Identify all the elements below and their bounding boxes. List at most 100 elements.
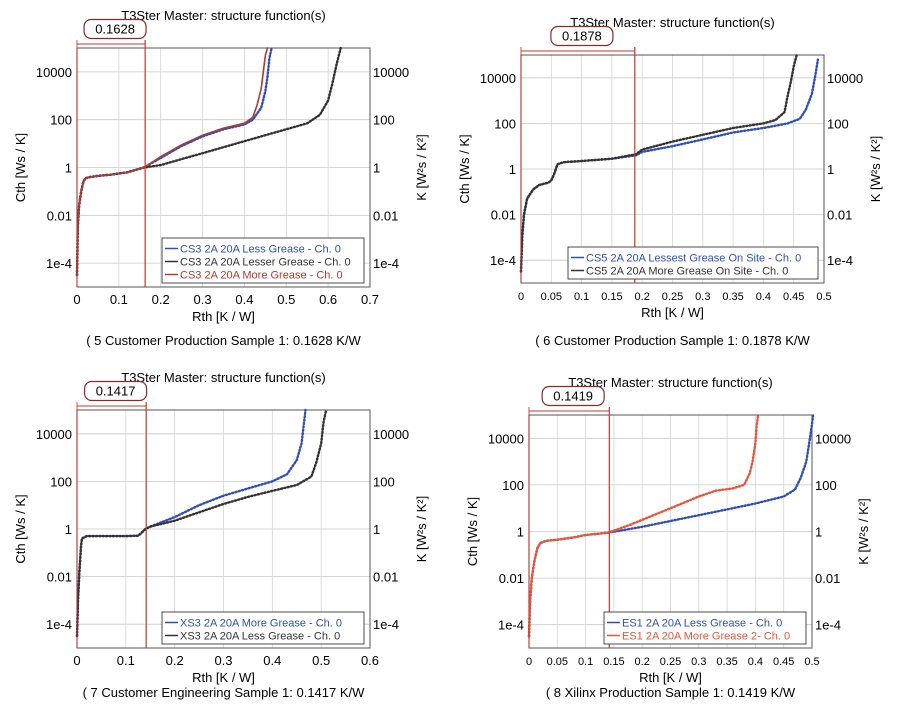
y-right-axis-label: K [W²s / K²] xyxy=(856,498,871,564)
y-right-tick-label: 10000 xyxy=(373,65,409,80)
chart-caption: ( 6 Customer Production Sample 1: 0.1878… xyxy=(535,333,810,348)
x-tick-label: 0.45 xyxy=(773,656,794,668)
y-right-tick-label: 1e-4 xyxy=(373,617,399,632)
series-line-3 xyxy=(76,47,269,276)
x-tick-label: 0.3 xyxy=(214,653,232,668)
y-right-tick-label: 100 xyxy=(827,116,849,131)
series-line-1 xyxy=(527,413,815,638)
y-axis-label: Cth [Ws / K] xyxy=(13,494,28,563)
x-tick-label: 0.5 xyxy=(277,292,295,307)
x-axis-label: Rth [K / W] xyxy=(192,309,255,324)
y-axis-label: Cth [Ws / K] xyxy=(457,134,472,203)
y-tick-label: 0.01 xyxy=(47,208,72,223)
y-right-tick-label: 100 xyxy=(373,474,395,489)
x-tick-label: 0.05 xyxy=(541,291,562,303)
x-tick-label: 0.1 xyxy=(574,291,589,303)
x-tick-label: 0.2 xyxy=(635,291,650,303)
chart-title: T3Ster Master: structure function(s) xyxy=(568,375,772,390)
y-tick-label: 1 xyxy=(65,522,72,537)
y-right-tick-label: 0.01 xyxy=(827,208,852,223)
x-tick-label: 0.5 xyxy=(804,656,819,668)
y-tick-label: 1e-4 xyxy=(46,256,72,271)
x-tick-label: 0.2 xyxy=(166,653,184,668)
series-line-1 xyxy=(75,408,307,638)
rth-marker-badge xyxy=(83,380,148,402)
x-tick-label: 0.05 xyxy=(547,656,568,668)
x-tick-label: 0.15 xyxy=(603,656,624,668)
y-tick-label: 10000 xyxy=(36,65,72,80)
rth-marker-value: 0.1419 xyxy=(553,389,593,404)
series-line-2 xyxy=(527,413,760,638)
x-tick-label: 0.4 xyxy=(263,653,281,668)
legend-box xyxy=(567,246,819,280)
x-tick-label: 0.2 xyxy=(635,656,650,668)
y-tick-label: 100 xyxy=(502,478,524,493)
chart-panel-4: T3Ster Master: structure function(s) 0 0.0… xyxy=(465,375,871,700)
y-tick-label: 10000 xyxy=(36,427,72,442)
x-axis-label: Rth [K / W] xyxy=(641,305,704,320)
y-right-axis-label: K [W²s / K²] xyxy=(868,136,883,202)
legend-entry: CS5 2A 20A More Grease On Site - Ch. 0 xyxy=(586,266,788,278)
chart-caption: ( 8 Xilinx Production Sample 1: 0.1419 K… xyxy=(546,685,796,700)
x-axis-label: Rth [K / W] xyxy=(639,670,702,685)
x-axis-label: Rth [K / W] xyxy=(192,670,255,685)
y-tick-label: 100 xyxy=(494,116,516,131)
rth-marker-value: 0.1878 xyxy=(562,29,602,44)
x-tick-label: 0.35 xyxy=(722,291,743,303)
x-tick-label: 0.6 xyxy=(319,292,337,307)
x-tick-label: 0.35 xyxy=(716,656,737,668)
legend-entry: ES1 2A 20A More Grease 2- Ch. 0 xyxy=(622,631,790,643)
y-right-tick-label: 1 xyxy=(373,161,380,176)
y-right-tick-label: 1e-4 xyxy=(827,253,853,268)
x-tick-label: 0.45 xyxy=(783,291,804,303)
x-tick-label: 0.3 xyxy=(194,292,212,307)
legend-box xyxy=(161,611,365,645)
y-tick-label: 1e-4 xyxy=(498,618,524,633)
x-tick-label: 0 xyxy=(526,656,532,668)
rth-marker-value: 0.1417 xyxy=(96,384,136,399)
x-tick-label: 0.3 xyxy=(691,656,706,668)
legend-box xyxy=(603,611,807,645)
rth-marker-badge xyxy=(550,25,614,47)
series-line-2 xyxy=(519,53,798,273)
legend-entry: CS5 2A 20A Lessest Grease On Site - Ch. … xyxy=(586,253,801,265)
x-tick-label: 0.25 xyxy=(662,291,683,303)
x-tick-label: 0.7 xyxy=(361,292,379,307)
rth-marker-badge xyxy=(83,18,147,40)
y-tick-label: 1 xyxy=(509,162,516,177)
x-tick-label: 0.6 xyxy=(361,653,379,668)
y-tick-label: 0.01 xyxy=(499,571,524,586)
y-right-tick-label: 1e-4 xyxy=(815,618,841,633)
y-right-tick-label: 1e-4 xyxy=(373,256,399,271)
y-tick-label: 0.01 xyxy=(47,570,72,585)
chart-panel-1: T3Ster Master: structure function(s) 0 0.1… xyxy=(13,8,429,348)
y-tick-label: 0.01 xyxy=(491,208,516,223)
y-right-tick-label: 1 xyxy=(815,525,822,540)
y-right-tick-label: 10000 xyxy=(827,71,863,86)
y-axis-label: Cth [Ws / K] xyxy=(465,497,480,566)
x-tick-label: 0.3 xyxy=(695,291,710,303)
y-tick-label: 1 xyxy=(517,525,524,540)
chart-title: T3Ster Master: structure function(s) xyxy=(570,15,774,30)
series-line-1 xyxy=(519,58,820,273)
y-right-tick-label: 0.01 xyxy=(373,570,398,585)
x-tick-label: 0.1 xyxy=(117,653,135,668)
y-right-tick-label: 1 xyxy=(827,162,834,177)
legend-entry: XS3 2A 20A More Grease - Ch. 0 xyxy=(180,618,342,630)
legend-entry: XS3 2A 20A Less Grease - Ch. 0 xyxy=(180,631,340,643)
y-right-tick-label: 10000 xyxy=(815,431,851,446)
legend-entry: CS3 2A 20A More Grease - Ch. 0 xyxy=(180,270,343,282)
y-right-tick-label: 100 xyxy=(373,113,395,128)
x-tick-label: 0.4 xyxy=(756,291,771,303)
x-tick-label: 0.2 xyxy=(152,292,170,307)
chart-panel-2: T3Ster Master: structure function(s) 0 0.0… xyxy=(457,15,883,348)
x-tick-label: 0.15 xyxy=(601,291,622,303)
x-tick-label: 0 xyxy=(518,291,524,303)
series-line-2 xyxy=(75,408,328,638)
legend-entry: CS3 2A 20A Less Grease - Ch. 0 xyxy=(180,244,341,256)
x-tick-label: 0.4 xyxy=(748,656,763,668)
chart-title: T3Ster Master: structure function(s) xyxy=(121,370,325,385)
y-right-tick-label: 0.01 xyxy=(815,571,840,586)
